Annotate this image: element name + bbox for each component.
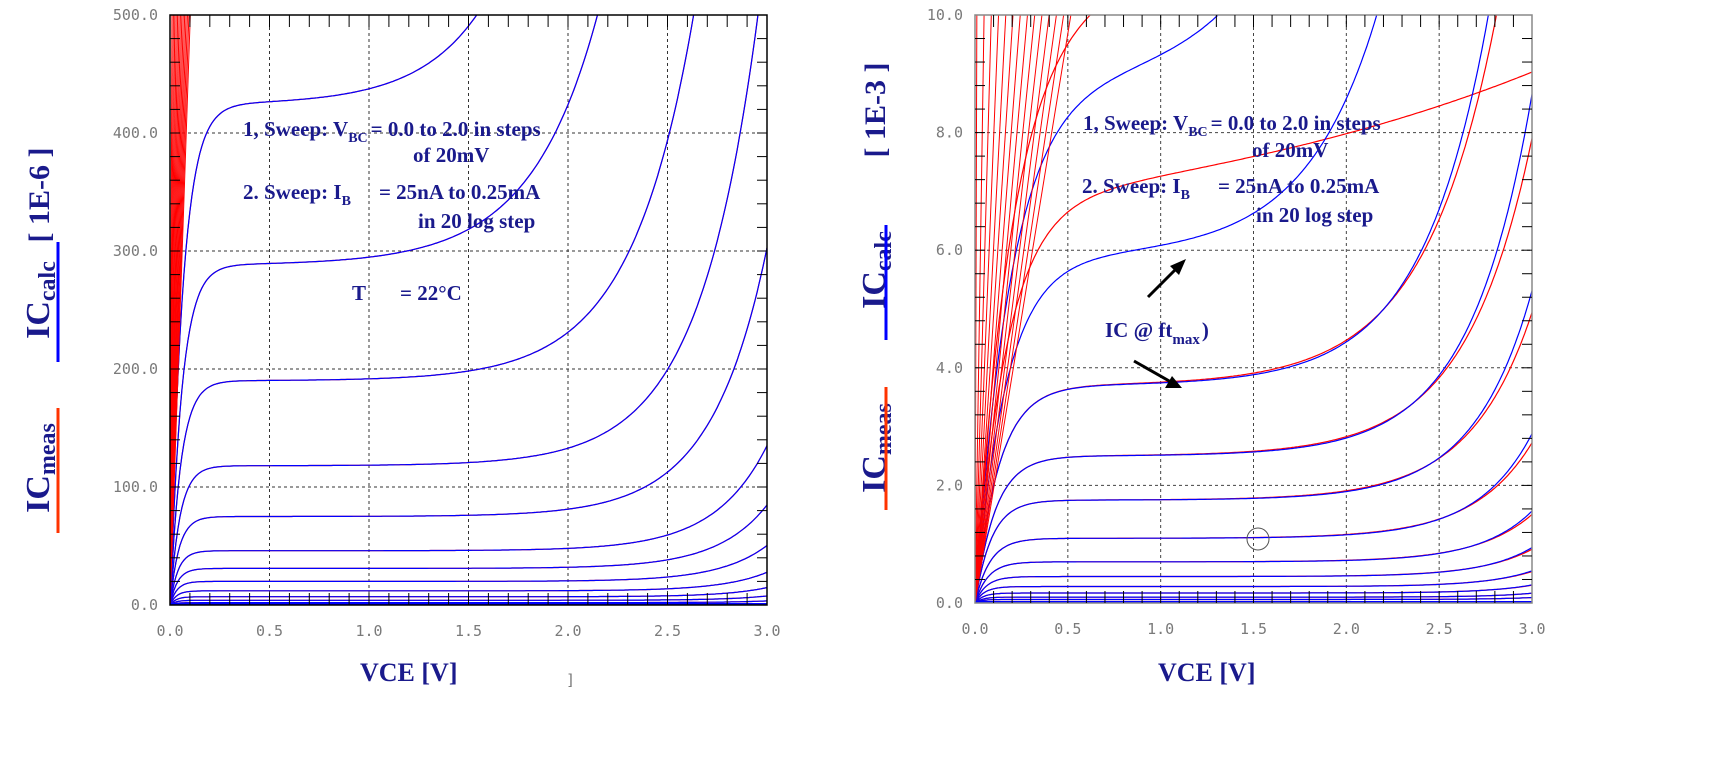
chart-left-svg: 0.0 100.0 200.0 300.0 400.0 500.0 0.0 0.5 1.0 1.…: [20, 6, 781, 689]
x-tick-label: 1.0: [1147, 620, 1174, 638]
y-tick-label: 0.0: [131, 596, 158, 614]
x-tick-label: 3.0: [1518, 620, 1545, 638]
arrow-up: [1146, 265, 1180, 299]
curve-meas-0: [975, 15, 1092, 603]
steep-meas-line: [975, 15, 1043, 603]
sweep2-line-b: in 20 log step: [1256, 203, 1373, 227]
x-tick-label: 2.5: [1426, 620, 1453, 638]
steep-meas-line: [975, 15, 1028, 603]
chart-right-svg: 0.0 2.0 4.0 6.0 8.0 10.0 0.0 0.5 1.0 1.5 2.0 2.5 3.…: [856, 6, 1546, 687]
y-tick-label: 500.0: [113, 6, 158, 24]
curve-calc-5: [170, 445, 767, 605]
x-tick-labels: 0.0 0.5 1.0 1.5 2.0 2.5 3.0: [961, 620, 1545, 638]
ticks: [170, 15, 767, 605]
steep-meas-line: [975, 15, 1057, 603]
y-tick-label: 8.0: [936, 124, 963, 142]
chart-right: 0.0 2.0 4.0 6.0 8.0 10.0 0.0 0.5 1.0 1.5 2.0 2.5 3.…: [856, 0, 1717, 757]
temp-label-b: = 22°C: [400, 281, 462, 305]
steep-meas-line: [975, 15, 1036, 603]
y-label-meas: ICmeas: [858, 403, 897, 493]
sweep2-line-a: 2. Sweep: IB = 25nA to 0.25mA: [1082, 174, 1380, 203]
x-tick-label: 0.5: [1054, 620, 1081, 638]
steep-meas-line: [975, 15, 1014, 603]
steep-meas-line: [975, 15, 1065, 603]
y-tick-label: 100.0: [113, 478, 158, 496]
curve-calc-3: [975, 94, 1532, 603]
x-tick-label: 0.0: [961, 620, 988, 638]
curve-calc-6: [170, 504, 767, 605]
y-tick-labels: 0.0 2.0 4.0 6.0 8.0 10.0: [927, 6, 963, 612]
curve-calc-0: [975, 15, 1219, 603]
x-tick-label: 2.0: [1333, 620, 1360, 638]
y-label-calc: ICcalc: [858, 231, 897, 309]
sweep1-line-a: 1, Sweep: VBC = 0.0 to 2.0 in steps: [1083, 111, 1381, 140]
temp-label-a: T: [352, 281, 366, 305]
x-tick-label: 0.0: [156, 622, 183, 640]
curve-calc-2: [975, 15, 1489, 603]
y-tick-label: 0.0: [936, 594, 963, 612]
steep-meas-line: [975, 15, 1021, 603]
curve-calc-1: [170, 15, 599, 605]
curve-calc-3: [170, 15, 759, 605]
arrow-down: [1133, 359, 1172, 384]
curve-calc-6: [975, 510, 1532, 603]
x-tick-label: 2.0: [554, 622, 581, 640]
x-axis-label: VCE [V]: [1158, 658, 1256, 687]
x-axis-label: VCE [V]: [360, 658, 458, 687]
curve-calc-8: [975, 570, 1532, 603]
curve-calc-4: [170, 247, 767, 605]
y-tick-label: 2.0: [936, 476, 963, 494]
y-scale-label: [ 1E-3 ]: [859, 63, 892, 158]
x-tick-label: 1.5: [1240, 620, 1267, 638]
y-tick-labels: 0.0 100.0 200.0 300.0 400.0 500.0: [113, 6, 158, 614]
steep-meas-line: [975, 15, 1007, 603]
curve-calc-7: [975, 547, 1532, 603]
y-tick-label: 400.0: [113, 124, 158, 142]
x-tick-label: 1.0: [355, 622, 382, 640]
curve-calc-1: [975, 15, 1378, 603]
x-tick-label: 1.5: [455, 622, 482, 640]
steep-meas-line: [975, 15, 1050, 603]
arrow-up-head: [1170, 259, 1186, 275]
arrow-down-head: [1165, 376, 1182, 388]
curve-meas-1: [975, 71, 1532, 603]
curve-calc-4: [975, 290, 1532, 603]
steep-meas-line: [975, 15, 1000, 603]
curve-calc-7: [170, 545, 767, 605]
y-tick-label: 10.0: [927, 6, 963, 24]
stray-bracket: ]: [566, 671, 575, 689]
curves: [975, 15, 1532, 603]
grid: [170, 15, 767, 605]
sweep1-line-b: of 20mV: [1252, 138, 1328, 162]
steep-meas-line: [170, 15, 191, 605]
chart-left: 0.0 100.0 200.0 300.0 400.0 500.0 0.0 0.5 1.0 1.…: [0, 0, 858, 757]
y-tick-label: 300.0: [113, 242, 158, 260]
y-tick-label: 4.0: [936, 359, 963, 377]
sweep2-line-a: 2. Sweep: IB = 25nA to 0.25mA: [243, 180, 541, 209]
curve-calc-5: [975, 433, 1532, 603]
x-tick-label: 3.0: [753, 622, 780, 640]
curve-calc-8: [170, 571, 767, 605]
y-label-meas: ICmeas: [20, 423, 61, 513]
y-label-calc: ICcalc: [20, 261, 61, 339]
ticks: [975, 15, 1532, 603]
x-tick-label: 0.5: [256, 622, 283, 640]
sweep1-line-b: of 20mV: [413, 143, 489, 167]
marker-circle: [1246, 527, 1270, 551]
steep-meas-line: [975, 15, 992, 603]
curve-calc-2: [170, 15, 695, 605]
y-tick-label: 200.0: [113, 360, 158, 378]
grid: [975, 15, 1532, 603]
sweep2-line-b: in 20 log step: [418, 209, 535, 233]
x-tick-labels: 0.0 0.5 1.0 1.5 2.0 2.5 3.0: [156, 622, 780, 640]
sweep1-line-a: 1, Sweep: VBC = 0.0 to 2.0 in steps: [243, 117, 541, 146]
y-tick-label: 6.0: [936, 241, 963, 259]
steep-meas-line: [975, 15, 1072, 603]
y-scale-label: [ 1E-6 ]: [23, 148, 56, 243]
x-tick-label: 2.5: [654, 622, 681, 640]
ic-ftmax-label: IC @ ftmax): [1105, 318, 1209, 348]
